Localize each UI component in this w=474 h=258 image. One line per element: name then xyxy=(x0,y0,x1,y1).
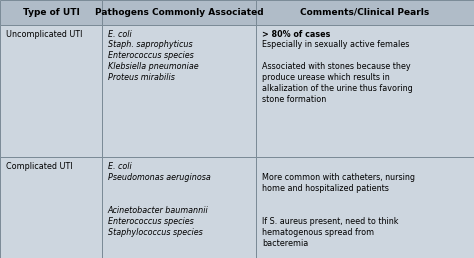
Bar xyxy=(256,25,474,157)
Bar xyxy=(0,0,102,25)
Text: Proteus mirabilis: Proteus mirabilis xyxy=(108,73,175,82)
Text: If S. aureus present, need to think: If S. aureus present, need to think xyxy=(262,217,399,226)
Bar xyxy=(102,25,256,157)
Text: E. coli: E. coli xyxy=(108,162,132,171)
Text: > 80% of cases: > 80% of cases xyxy=(262,29,330,38)
Bar xyxy=(256,0,474,25)
Bar xyxy=(0,157,102,258)
Text: Complicated UTI: Complicated UTI xyxy=(6,162,73,171)
Text: Uncomplicated UTI: Uncomplicated UTI xyxy=(6,29,82,38)
Bar xyxy=(0,25,102,157)
Text: Especially in sexually active females: Especially in sexually active females xyxy=(262,41,410,49)
Text: Comments/Clinical Pearls: Comments/Clinical Pearls xyxy=(301,8,429,17)
Text: Type of UTI: Type of UTI xyxy=(23,8,79,17)
Text: Staph. saprophyticus: Staph. saprophyticus xyxy=(108,41,192,49)
Bar xyxy=(256,157,474,258)
Text: More common with catheters, nursing: More common with catheters, nursing xyxy=(262,173,415,182)
Text: stone formation: stone formation xyxy=(262,95,326,104)
Bar xyxy=(102,157,256,258)
Text: Enterococcus species: Enterococcus species xyxy=(108,217,194,226)
Text: Pseudomonas aeruginosa: Pseudomonas aeruginosa xyxy=(108,173,210,182)
Text: alkalization of the urine thus favoring: alkalization of the urine thus favoring xyxy=(262,84,413,93)
Text: hematogenous spread from: hematogenous spread from xyxy=(262,228,374,237)
Text: Associated with stones because they: Associated with stones because they xyxy=(262,62,410,71)
Text: produce urease which results in: produce urease which results in xyxy=(262,73,390,82)
Text: E. coli: E. coli xyxy=(108,29,132,38)
Text: Staphylococcus species: Staphylococcus species xyxy=(108,228,203,237)
Text: Acinetobacter baumannii: Acinetobacter baumannii xyxy=(108,206,209,215)
Text: Klebsiella pneumoniae: Klebsiella pneumoniae xyxy=(108,62,199,71)
Text: home and hospitalized patients: home and hospitalized patients xyxy=(262,184,389,193)
Text: bacteremia: bacteremia xyxy=(262,238,308,247)
Text: Pathogens Commonly Associated: Pathogens Commonly Associated xyxy=(95,8,263,17)
Text: Enterococcus species: Enterococcus species xyxy=(108,51,194,60)
Bar xyxy=(102,0,256,25)
